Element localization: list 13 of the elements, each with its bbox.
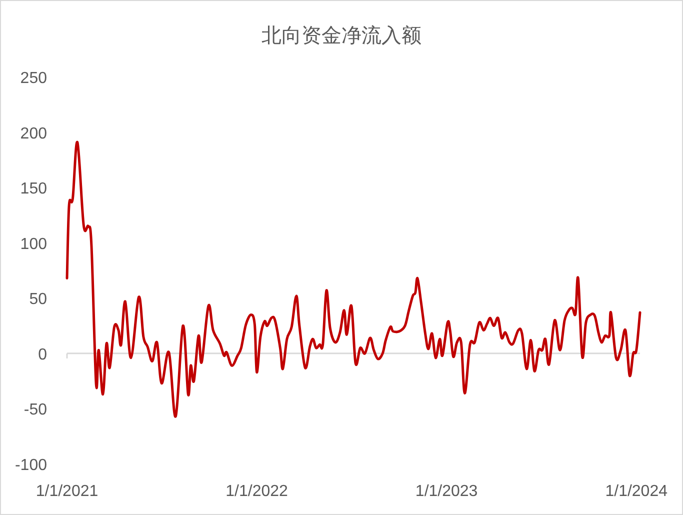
ytick: -100 [14,457,47,474]
xtick: 1/1/2024 [605,483,668,500]
ytick: 250 [20,70,47,87]
ytick: 100 [20,236,47,253]
title: 北向资金净流入额 [262,25,422,47]
ytick: 50 [29,291,47,308]
ytick: 0 [38,346,47,364]
xtick: 1/1/2021 [36,483,98,500]
ytick: 150 [20,180,47,198]
ytick: 200 [20,125,47,142]
xtick: 1/1/2022 [226,483,288,500]
xtick: 1/1/2023 [415,483,478,500]
ytick: -50 [24,402,47,419]
